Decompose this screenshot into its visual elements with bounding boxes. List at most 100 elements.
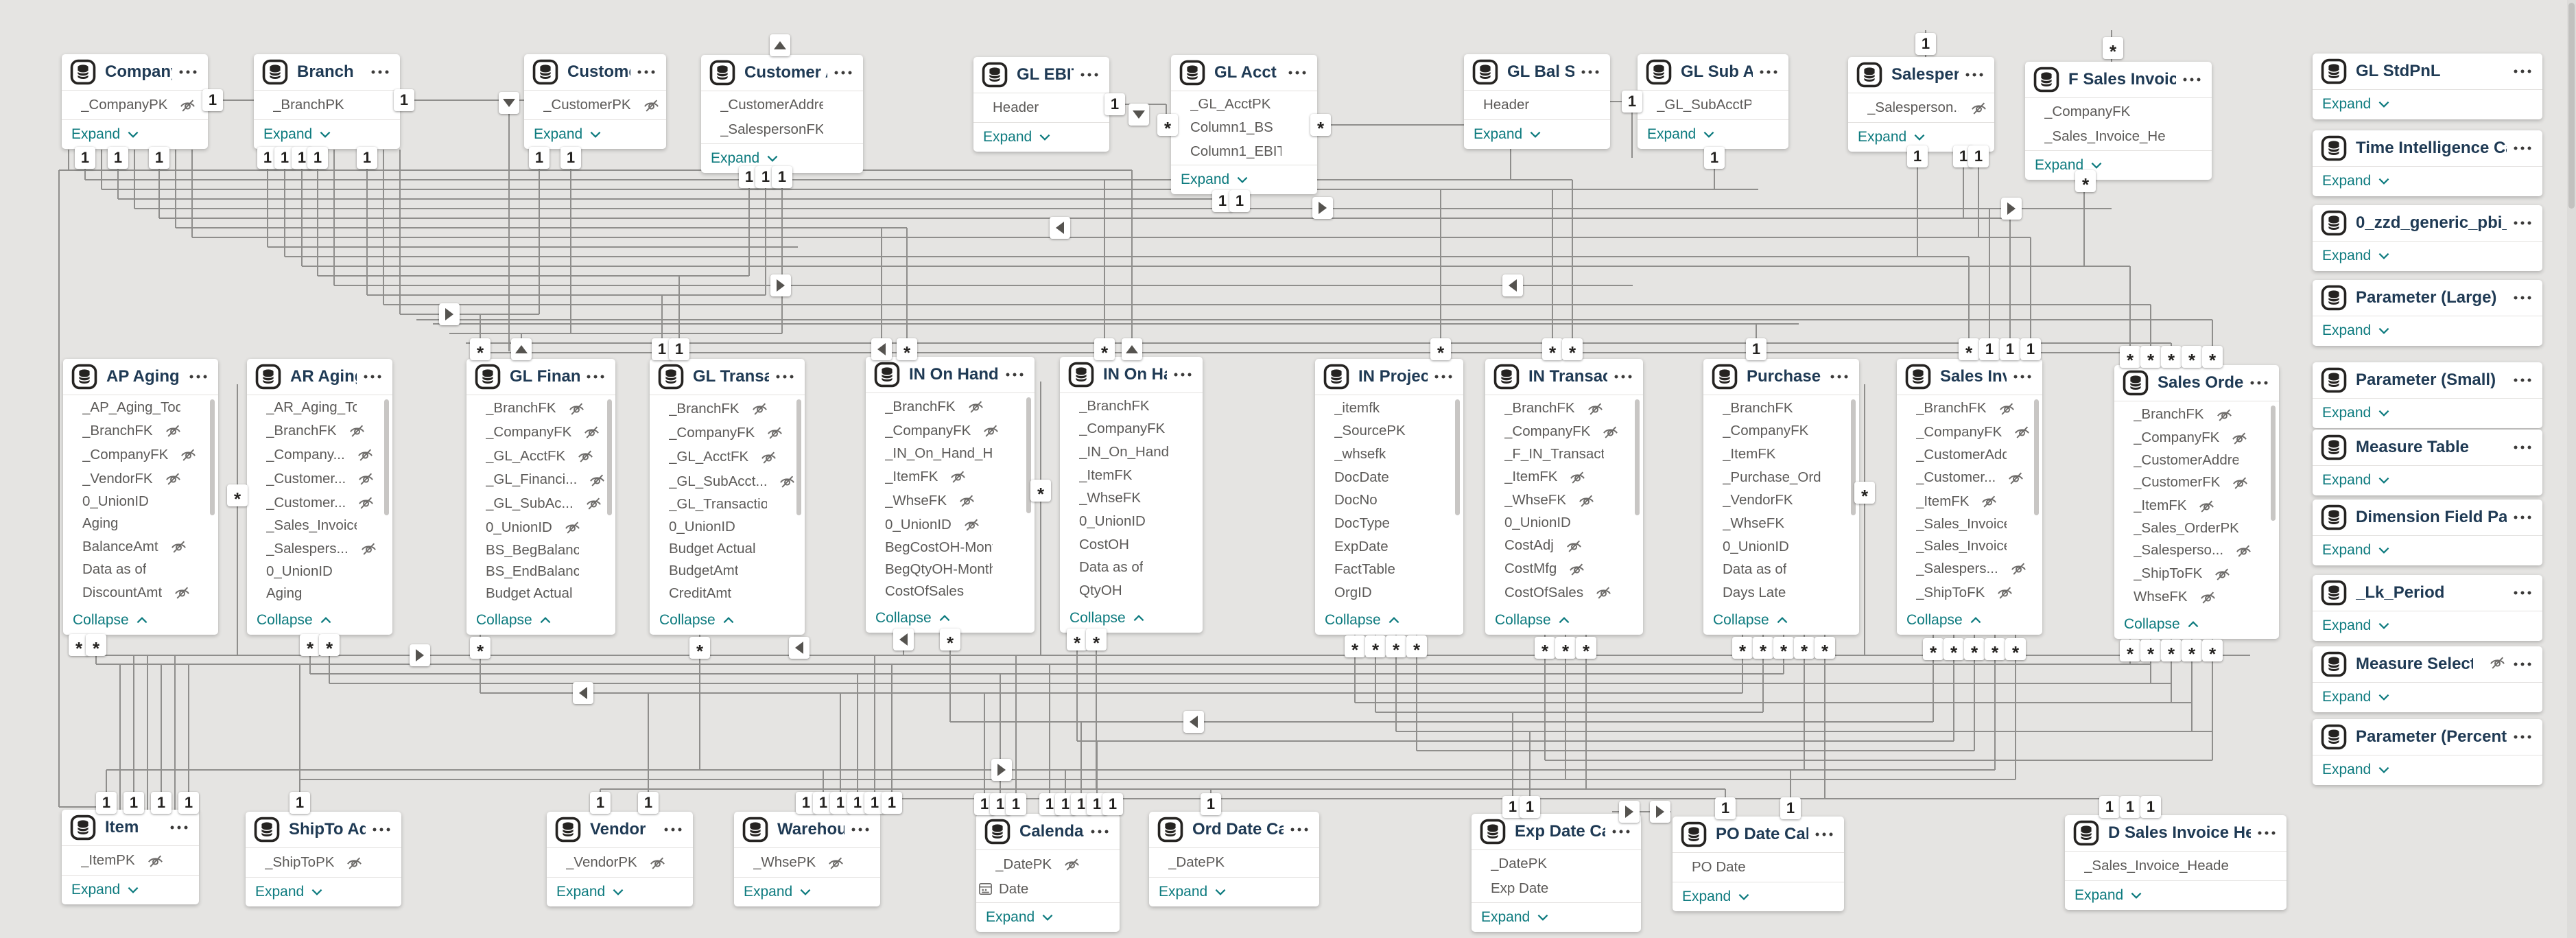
field-row[interactable]: _Customer... [247, 469, 392, 488]
field-row[interactable]: _ItemFK [1485, 468, 1643, 486]
field-row[interactable]: _CompanyFK [1703, 423, 1859, 439]
collapse-toggle[interactable]: Collapse [2114, 610, 2279, 639]
field-row[interactable]: _BranchFK [2114, 406, 2279, 424]
table-card-ar-aging[interactable]: AR Aging _AR_Aging_TodayPK _BranchFK _Compa… [247, 359, 392, 635]
table-header-gl-bal-sheet[interactable]: GL Bal Sheet [1464, 54, 1610, 91]
more-options-icon[interactable] [2512, 377, 2533, 384]
canvas-scrollbar-thumb[interactable] [2568, 3, 2575, 209]
more-options-icon[interactable] [371, 826, 392, 833]
expand-toggle[interactable]: Expand [2313, 466, 2542, 495]
field-row[interactable]: _WhseFK [1703, 515, 1859, 532]
field-row[interactable]: OrgID [1315, 585, 1463, 601]
more-options-icon[interactable] [1004, 371, 1025, 378]
card-scrollbar[interactable] [1026, 397, 1031, 513]
table-header-time-intelligence[interactable]: Time Intelligence Calcul... [2313, 130, 2542, 167]
table-card-sales-invoice[interactable]: Sales Invoice _BranchFK _CompanyFK _Custome… [1897, 359, 2042, 635]
table-card-gl-sub-acct[interactable]: GL Sub Acct _GL_SubAcctPK Expand [1638, 54, 1788, 149]
table-card-gl-acct[interactable]: GL Acct _GL_AcctPK Column1_BS Column1_EBITD… [1171, 55, 1317, 194]
field-row[interactable]: BS_EndBalance [466, 563, 615, 580]
field-row[interactable]: _GL_AcctFK [466, 447, 615, 465]
field-row[interactable]: CostOfSales [866, 583, 1035, 600]
card-scrollbar[interactable] [1851, 399, 1856, 515]
field-row[interactable]: _CompanyFK [1485, 423, 1643, 441]
more-options-icon[interactable] [362, 373, 383, 380]
field-row[interactable]: _Sales_Invoice_HeaderPK [2065, 858, 2287, 874]
field-row[interactable]: _ShipToFK [1897, 583, 2042, 602]
table-header-purchase-order[interactable]: Purchase Order [1703, 359, 1859, 395]
more-options-icon[interactable] [1079, 71, 1100, 78]
field-row[interactable]: _BranchFK [1897, 399, 2042, 418]
expand-toggle[interactable]: Expand [2313, 536, 2542, 565]
table-card-gl-bal-sheet[interactable]: GL Bal Sheet Header Expand [1464, 54, 1610, 149]
field-row[interactable]: _CustomerAddressFK [2114, 452, 2279, 469]
field-row[interactable]: _Salespers... [247, 539, 392, 558]
expand-toggle[interactable]: Expand [2313, 399, 2542, 427]
table-card-dimension-field-param[interactable]: Dimension Field Param... Expand [2313, 500, 2542, 565]
table-header-gl-transaction[interactable]: GL Transaction [650, 359, 805, 395]
table-header-measure-table[interactable]: Measure Table [2313, 430, 2542, 466]
expand-toggle[interactable]: Expand [1472, 902, 1641, 932]
table-card-shipto-address[interactable]: ShipTo Address _ShipToPK Expand [246, 812, 401, 906]
table-card-lk-period[interactable]: _Lk_Period Expand [2313, 575, 2542, 641]
collapse-toggle[interactable]: Collapse [1703, 606, 1859, 635]
table-card-company[interactable]: Company _CompanyPK Expand [62, 54, 208, 149]
collapse-toggle[interactable]: Collapse [1315, 606, 1463, 635]
field-row[interactable]: Aging [63, 515, 218, 532]
field-row[interactable]: _BranchFK [1485, 399, 1643, 418]
field-row[interactable]: _CompanyFK [2114, 429, 2279, 447]
expand-toggle[interactable]: Expand [2313, 90, 2542, 119]
field-row[interactable]: 0_UnionID [1485, 515, 1643, 531]
table-card-salesperson[interactable]: Salesperson _Salesperson... Expand [1848, 57, 1994, 152]
more-options-icon[interactable] [2249, 379, 2269, 386]
field-row[interactable]: _Sales_Invoice_HeaderFK [2025, 128, 2212, 145]
table-header-gl-ebitda[interactable]: GL EBITDA [973, 57, 1109, 93]
field-row[interactable]: _DatePK [1472, 856, 1641, 872]
table-card-zzd-generic[interactable]: 0_zzd_generic_pbi_2407 Expand [2313, 205, 2542, 271]
field-row[interactable]: FactTable [1315, 561, 1463, 578]
field-row[interactable]: _Customer... [247, 493, 392, 512]
expand-toggle[interactable]: Expand [2025, 150, 2212, 180]
field-row[interactable]: _GL_Financi... [466, 471, 615, 489]
table-header-item[interactable]: Item [62, 810, 199, 846]
table-header-parameter-percentage[interactable]: Parameter (Percentage) [2313, 719, 2542, 755]
table-card-parameter-large[interactable]: Parameter (Large) Expand [2313, 280, 2542, 346]
collapse-toggle[interactable]: Collapse [1485, 606, 1643, 635]
card-scrollbar[interactable] [210, 399, 215, 515]
field-row[interactable]: _Sales_Invoice_Hea... [247, 517, 392, 534]
field-row[interactable]: Data as of [63, 561, 218, 578]
table-card-sales-order[interactable]: Sales Order _BranchFK _CompanyFK _CustomerA… [2114, 365, 2279, 639]
expand-toggle[interactable]: Expand [976, 902, 1120, 932]
field-row[interactable]: _Sales_Invoice_Head... [1897, 516, 2042, 532]
more-options-icon[interactable] [1089, 828, 1110, 835]
field-row[interactable]: DocNo [1315, 492, 1463, 508]
field-row[interactable]: CostOfSales [1485, 583, 1643, 602]
field-row[interactable]: _BranchFK [866, 397, 1035, 416]
field-row[interactable]: _CustomerPK [524, 96, 666, 115]
table-header-dimension-field-param[interactable]: Dimension Field Param... [2313, 500, 2542, 536]
field-row[interactable]: _CompanyFK [466, 423, 615, 441]
field-row[interactable]: _GL_TransactionPK [650, 496, 805, 513]
field-row[interactable]: _CompanyFK [866, 421, 1035, 440]
more-options-icon[interactable] [1172, 371, 1193, 378]
field-row[interactable]: BudgetAmt [650, 563, 805, 579]
more-options-icon[interactable] [188, 373, 209, 380]
table-header-parameter-small[interactable]: Parameter (Small) [2313, 362, 2542, 399]
expand-toggle[interactable]: Expand [2313, 242, 2542, 270]
collapse-toggle[interactable]: Collapse [247, 606, 392, 635]
more-options-icon[interactable] [370, 69, 390, 75]
table-card-gl-transaction[interactable]: GL Transaction _BranchFK _CompanyFK _GL_Acc… [650, 359, 805, 635]
more-options-icon[interactable] [2182, 76, 2202, 83]
table-card-parameter-small[interactable]: Parameter (Small) Expand [2313, 362, 2542, 428]
table-header-salesperson[interactable]: Salesperson [1848, 57, 1994, 93]
expand-toggle[interactable]: Expand [2313, 167, 2542, 196]
field-row[interactable]: _DatePK [1149, 854, 1319, 871]
field-row[interactable]: CreditAmt [650, 585, 805, 602]
more-options-icon[interactable] [775, 373, 795, 380]
more-options-icon[interactable] [1611, 828, 1631, 835]
table-card-po-date-calendar-fiscal[interactable]: PO Date Calendar Fiscal PO Date Expand [1673, 817, 1844, 911]
field-row[interactable]: _ShipToFK [2114, 565, 2279, 583]
field-row[interactable]: CostOH [1060, 537, 1203, 553]
field-row[interactable]: _WhseFK [866, 491, 1035, 510]
more-options-icon[interactable] [2512, 661, 2533, 668]
collapse-toggle[interactable]: Collapse [63, 606, 218, 635]
